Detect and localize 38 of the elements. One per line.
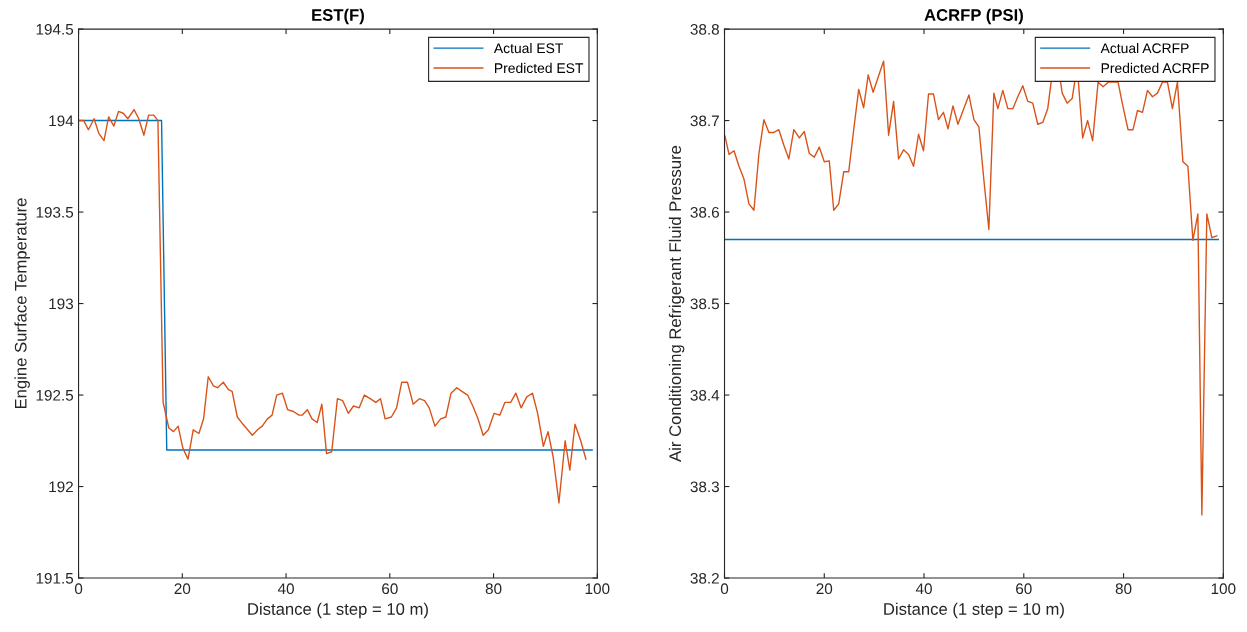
x-tick-label: 80 — [1115, 583, 1132, 595]
y-tick-label: 191.5 — [36, 572, 74, 584]
x-axis-title: Distance (1 step = 10 m) — [248, 602, 428, 619]
chart-title: EST(F) — [312, 8, 364, 25]
chart-title: ACRFP (PSI) — [924, 8, 1023, 25]
x-tick-label: 40 — [915, 583, 932, 595]
legend-label: Predicted ACRFP — [1101, 62, 1209, 74]
x-tick-label: 80 — [485, 583, 502, 595]
line-series — [78, 108, 587, 504]
x-tick-label: 100 — [585, 583, 610, 595]
x-tick-label: 40 — [277, 583, 294, 595]
y-tick-label: 38.6 — [690, 206, 719, 218]
y-tick-label: 38.7 — [690, 115, 719, 127]
x-tick-label: 100 — [1211, 583, 1236, 595]
x-tick-label: 60 — [382, 583, 398, 595]
y-axis-title: Air Conditioning Refrigerant Fluid Pressure — [668, 145, 685, 462]
y-tick-label: 192 — [49, 481, 73, 493]
x-axis-title: Distance (1 step = 10 m) — [884, 602, 1064, 619]
x-tick-label: 60 — [1016, 583, 1032, 595]
y-tick-label: 194 — [49, 115, 74, 127]
y-tick-label: 192.5 — [36, 389, 74, 401]
x-tick-label: 20 — [816, 583, 833, 595]
y-axis-title: Engine Surface Temperature — [14, 198, 30, 409]
legend-label: Actual EST — [493, 42, 564, 54]
y-tick-label: 38.8 — [690, 23, 719, 35]
y-tick-label: 194.5 — [36, 23, 74, 35]
x-tick-label: 0 — [74, 583, 83, 595]
x-tick-label: 0 — [720, 583, 729, 595]
y-tick-label: 38.5 — [690, 298, 720, 310]
y-tick-label: 38.4 — [690, 389, 720, 401]
legend-label: Actual ACRFP — [1100, 42, 1189, 54]
y-tick-label: 38.2 — [690, 572, 719, 584]
x-tick-label: 20 — [174, 583, 191, 595]
y-tick-label: 193.5 — [36, 206, 74, 218]
legend-label: Predicted EST — [495, 62, 584, 74]
y-tick-label: 193 — [49, 298, 74, 310]
y-tick-label: 38.3 — [690, 481, 719, 493]
line-series — [724, 60, 1218, 516]
